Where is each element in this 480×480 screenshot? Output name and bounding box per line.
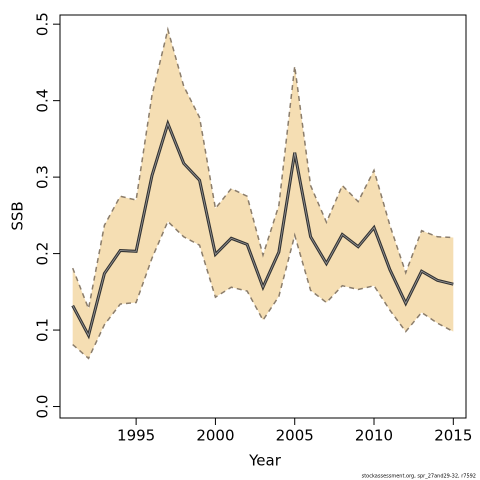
x-tick-label: 2000 bbox=[196, 427, 234, 445]
y-tick-label: 0.5 bbox=[34, 12, 52, 36]
ssb-line-inner bbox=[72, 122, 454, 337]
x-tick-label: 2010 bbox=[355, 427, 393, 445]
y-axis-label: SSB bbox=[9, 201, 27, 230]
plot-frame bbox=[59, 14, 467, 419]
y-tick-label: 0.0 bbox=[34, 395, 52, 419]
lower-bound bbox=[72, 220, 454, 360]
confidence-band bbox=[72, 29, 454, 359]
y-tick-label: 0.3 bbox=[34, 165, 52, 189]
x-tick-label: 2015 bbox=[434, 427, 472, 445]
y-tick-label: 0.1 bbox=[34, 318, 52, 342]
y-tick-label: 0.2 bbox=[34, 242, 52, 266]
footnote: stockassessment.org, spr_27and29-32, r75… bbox=[362, 474, 476, 480]
x-axis-label: Year bbox=[248, 452, 282, 470]
x-tick-label: 2005 bbox=[276, 427, 314, 445]
upper-bound bbox=[71, 26, 454, 312]
y-tick-label: 0.4 bbox=[34, 89, 52, 113]
x-tick-label: 1995 bbox=[117, 427, 155, 445]
